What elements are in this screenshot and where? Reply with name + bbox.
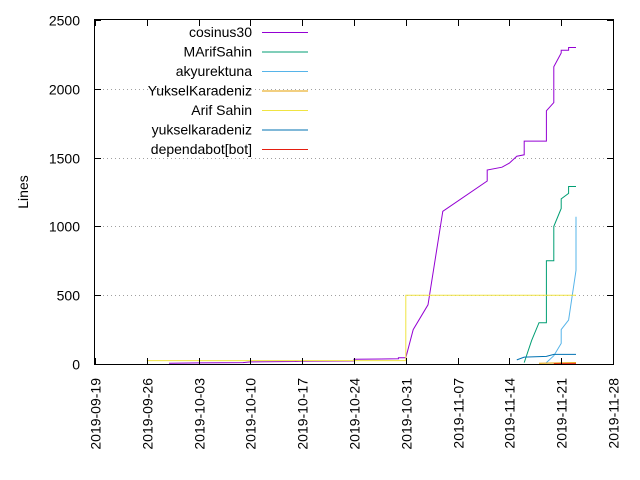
x-axis-ticks: 2019-09-19 2019-09-26 2019-10-03 2019-10-10…: [88, 20, 622, 450]
x-tick-label: 2019-11-14: [502, 378, 518, 449]
series-line: [538, 362, 577, 364]
legend-label: MArifSahin: [184, 44, 252, 60]
x-tick-label: 2019-11-21: [554, 378, 570, 449]
legend-label: YukselKaradeniz: [148, 83, 252, 99]
x-tick-label: 2019-10-17: [295, 378, 311, 450]
y-axis-ticks: 0 500 1000 1500 2000 2500: [49, 13, 613, 373]
x-tick-label: 2019-11-07: [451, 378, 467, 449]
series-line: [523, 186, 576, 363]
legend-label: akyurektuna: [176, 63, 252, 79]
series-line: [516, 353, 576, 361]
series-lines: [146, 47, 577, 365]
y-tick-label: 1500: [49, 151, 80, 167]
x-tick-label: 2019-10-10: [243, 378, 259, 450]
y-tick-label: 0: [72, 357, 80, 373]
y-tick-label: 1000: [49, 219, 80, 235]
legend: cosinus30 MArifSahin akyurektuna YukselKara…: [148, 24, 308, 157]
x-tick-label: 2019-09-19: [88, 378, 104, 450]
x-tick-label: 2019-11-28: [606, 378, 622, 449]
x-tick-label: 2019-10-31: [399, 378, 415, 450]
x-tick-label: 2019-10-24: [347, 378, 363, 450]
y-tick-label: 2500: [49, 13, 80, 29]
series-line: [546, 216, 577, 363]
series-line: [146, 294, 576, 362]
legend-label: yukselkaradeniz: [152, 122, 252, 138]
x-tick-label: 2019-09-26: [140, 378, 156, 450]
legend-label: Arif Sahin: [191, 102, 252, 118]
grid: [95, 89, 613, 296]
legend-label: cosinus30: [189, 24, 252, 40]
plot-frame: [94, 19, 614, 365]
y-axis-label: Lines: [15, 175, 31, 208]
legend-label: dependabot[bot]: [151, 141, 252, 157]
y-tick-label: 2000: [49, 82, 80, 98]
x-tick-label: 2019-10-03: [192, 378, 208, 450]
y-tick-label: 500: [57, 288, 81, 304]
series-line: [168, 47, 576, 364]
